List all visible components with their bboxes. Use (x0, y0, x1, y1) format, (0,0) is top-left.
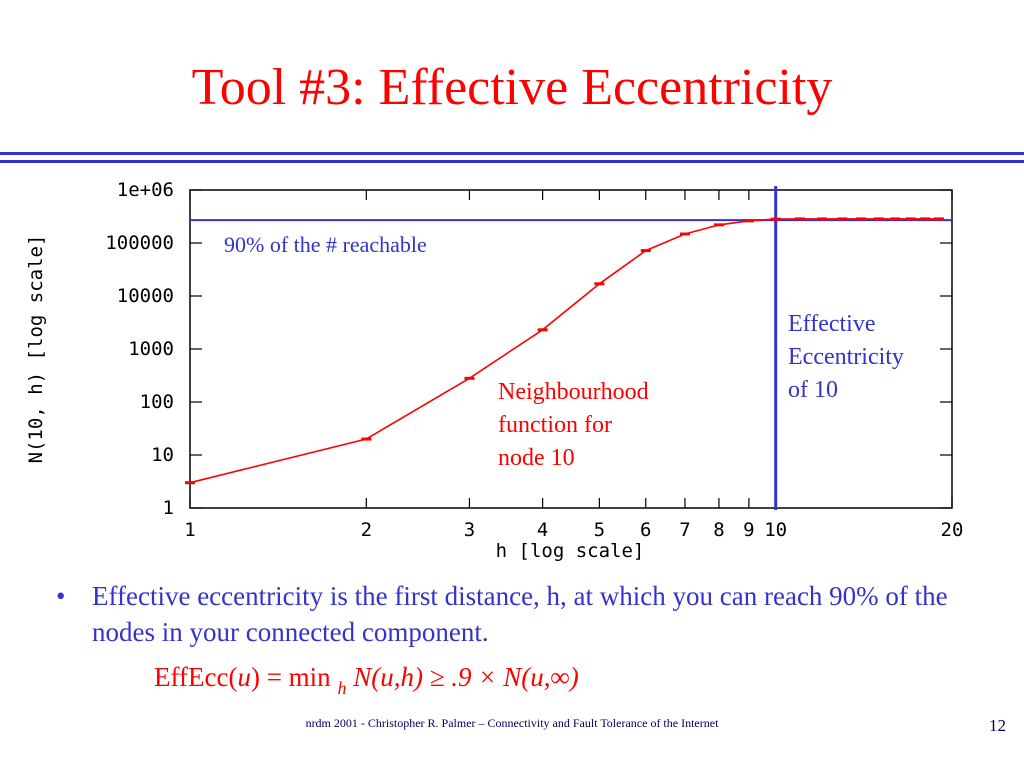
slide-title: Tool #3: Effective Eccentricity (191, 59, 833, 116)
y-axis-label: N(10, h) [log scale] (25, 235, 47, 464)
page-number: 12 (989, 716, 1006, 735)
x-axis-label: h [log scale] (496, 540, 645, 562)
bullet-marker: • (56, 581, 66, 611)
x-tick-label: 8 (713, 519, 724, 541)
effecc-formula: EffEcc(u) = min h N(u,h) ≥ .9 × N(u,∞) (154, 660, 579, 698)
eccentricity-annotation: Effective Eccentricity of 10 (788, 311, 904, 403)
eccentricity-annotation-line: Eccentricity (788, 344, 904, 370)
y-axis: 1 10 100 1000 10000 100000 1e+06 (105, 179, 952, 519)
formula-subscript: h (337, 678, 347, 698)
x-tick-label: 3 (464, 519, 475, 541)
y-tick-label: 1000 (128, 338, 174, 360)
x-tick-label: 5 (594, 519, 605, 541)
x-tick-label: 2 (361, 519, 372, 541)
threshold-annotation: 90% of the # reachable (224, 232, 427, 257)
neighbourhood-chart: 1 10 100 1000 10000 100000 1e+06 1 2 3 4 5 6 7 8 9 10 20… (25, 179, 963, 562)
neighbourhood-annotation-line: function for (498, 412, 612, 438)
y-tick-label: 100 (140, 391, 174, 413)
formula-u: u (237, 662, 251, 692)
neighbourhood-annotation: Neighbourhood function for node 10 (498, 379, 649, 471)
y-tick-label: 10 (151, 444, 174, 466)
formula-prefix: EffEcc( (154, 662, 238, 692)
neighbourhood-annotation-line: node 10 (498, 445, 575, 471)
slide-footer: nrdm 2001 - Christopher R. Palmer – Conn… (305, 716, 719, 730)
title-rule-top (0, 152, 1024, 155)
eccentricity-annotation-line: Effective (788, 311, 876, 337)
x-tick-label: 20 (941, 519, 964, 541)
x-axis: 1 2 3 4 5 6 7 8 9 10 20 (184, 190, 963, 541)
x-tick-label: 1 (184, 519, 195, 541)
neighbourhood-annotation-line: Neighbourhood (498, 379, 649, 405)
formula-expression: N(u,h) ≥ .9 × N(u,∞) (346, 662, 579, 692)
eccentricity-annotation-line: of 10 (788, 377, 838, 403)
bullet-item: • Effective eccentricity is the first di… (56, 578, 956, 650)
series-points (185, 217, 944, 485)
x-tick-label: 9 (743, 519, 754, 541)
formula-mid: ) = min (250, 662, 338, 692)
x-tick-label: 6 (640, 519, 651, 541)
title-rule-bottom (0, 160, 1024, 163)
y-tick-label: 1e+06 (117, 179, 174, 201)
x-tick-label: 10 (764, 519, 787, 541)
x-tick-label: 4 (537, 519, 548, 541)
bullet-text: Effective eccentricity is the first dist… (92, 581, 948, 647)
y-tick-label: 1 (163, 497, 174, 519)
y-tick-label: 10000 (117, 285, 174, 307)
x-tick-label: 7 (679, 519, 690, 541)
y-tick-label: 100000 (105, 232, 174, 254)
